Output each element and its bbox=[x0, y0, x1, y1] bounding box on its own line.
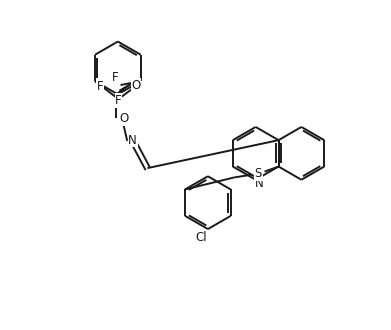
Text: N: N bbox=[255, 177, 263, 190]
Text: N: N bbox=[128, 134, 137, 147]
Text: O: O bbox=[131, 79, 141, 92]
Text: S: S bbox=[255, 167, 262, 180]
Text: Cl: Cl bbox=[195, 231, 207, 244]
Text: F: F bbox=[111, 71, 118, 84]
Text: O: O bbox=[120, 112, 129, 125]
Text: F: F bbox=[97, 81, 104, 93]
Text: F: F bbox=[115, 94, 122, 107]
